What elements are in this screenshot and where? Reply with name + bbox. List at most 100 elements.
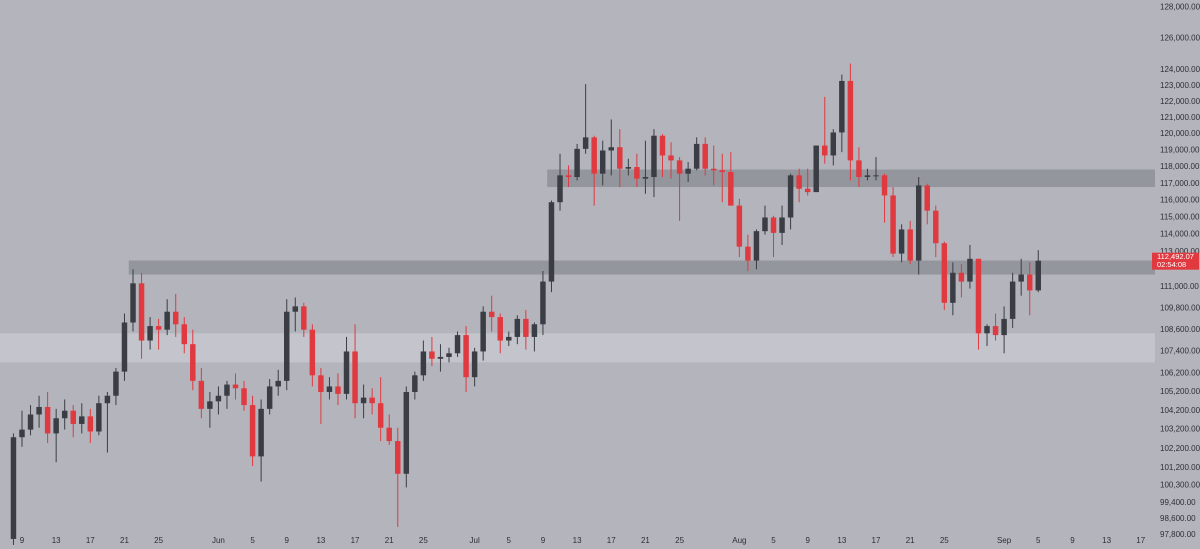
y-tick-label: 109,800.00 [1160,303,1200,312]
x-tick-label: 5 [1036,536,1041,545]
candle-body [1018,274,1024,282]
candle-body [950,272,956,303]
y-tick-label: 108,600.00 [1160,325,1200,334]
candle-body [412,375,418,393]
x-tick-label: 21 [906,536,915,545]
candle-body [164,311,170,330]
x-tick-label: 9 [541,536,546,545]
x-tick-label: 25 [419,536,428,545]
candle-body [762,217,768,232]
y-tick-label: 106,200.00 [1160,369,1200,378]
candle-body [796,175,802,189]
candle-body [403,392,410,474]
candle-body [471,351,478,378]
x-tick-label: 17 [607,536,616,545]
x-tick-label: 17 [351,536,360,545]
candle-body [1026,274,1033,291]
candle-body [693,143,700,169]
x-tick-label: 9 [20,536,25,545]
candle-body [548,202,555,282]
candle-body [1035,260,1041,291]
candle-body [975,258,982,334]
candle-body [676,160,683,174]
y-tick-label: 118,000.00 [1160,162,1200,171]
candle-body [770,217,777,233]
x-tick-label: 13 [52,536,61,545]
candle-body [386,427,392,442]
candle-body [249,405,256,457]
x-tick-label: Jun [212,536,225,545]
candle-body [429,351,435,359]
candle-body [958,272,965,282]
candle-body [856,160,862,178]
x-tick-label: 5 [250,536,255,545]
candle-body [668,155,674,161]
candle-body [318,375,324,393]
candle-body [138,283,145,341]
y-tick-label: 120,000.00 [1160,129,1200,138]
candle-body [215,395,222,402]
candle-body [19,429,25,438]
y-tick-label: 101,200.00 [1160,463,1200,472]
candle-body [266,386,273,409]
y-tick-label: 98,600.00 [1160,514,1196,523]
x-tick-label: 25 [675,536,684,545]
candle-body [70,410,76,424]
candle-body [224,384,230,396]
candle-body [941,243,948,303]
y-tick-label: 104,200.00 [1160,406,1200,415]
candle-body [61,410,68,419]
candle-body [437,356,444,359]
candle-body [232,384,239,389]
candle-body [301,306,307,330]
candle-body [984,326,990,334]
candle-body [617,147,623,169]
candle-body [514,318,521,337]
y-tick-label: 116,000.00 [1160,196,1200,205]
x-tick-label: Jul [470,536,480,545]
candle-body [1009,281,1016,319]
y-tick-label: 97,800.00 [1160,530,1196,539]
candle-body [582,137,589,149]
x-tick-label: 9 [1070,536,1075,545]
x-tick-label: 5 [771,536,776,545]
candle-body [967,258,973,282]
candle-body [190,344,196,381]
candle-body [787,175,794,218]
y-tick-label: 100,300.00 [1160,481,1200,490]
candle-body [924,185,930,211]
candle-body [10,437,17,539]
price-zone [0,333,1155,363]
candle-body [147,326,153,341]
candle-body [779,217,785,233]
candle-body [599,150,606,174]
price-zone [128,260,1155,275]
candle-body [96,403,102,432]
candle-body [591,137,597,174]
x-tick-label: 13 [837,536,846,545]
countdown-label: 02:54:08 [1157,260,1186,269]
candle-body [634,167,640,179]
candle-body [454,335,461,354]
candle-body [1001,318,1007,336]
candle-body [565,175,572,178]
x-tick-label: 21 [641,536,650,545]
candle-body [506,336,512,341]
candle-body [864,175,871,178]
candle-body [172,311,179,325]
x-tick-label: 13 [1102,536,1111,545]
x-tick-label: 21 [120,536,129,545]
candle-body [651,135,657,178]
y-tick-label: 124,000.00 [1160,65,1200,74]
x-tick-label: 17 [86,536,95,545]
candle-body [121,322,128,372]
y-tick-label: 123,000.00 [1160,81,1200,90]
candle-body [155,326,162,330]
candle-body [463,335,469,378]
candle-body [284,311,290,381]
candle-body [420,351,427,376]
candle-body [198,380,205,409]
last-price-box [1152,252,1199,270]
y-tick-label: 99,400.00 [1160,498,1196,507]
